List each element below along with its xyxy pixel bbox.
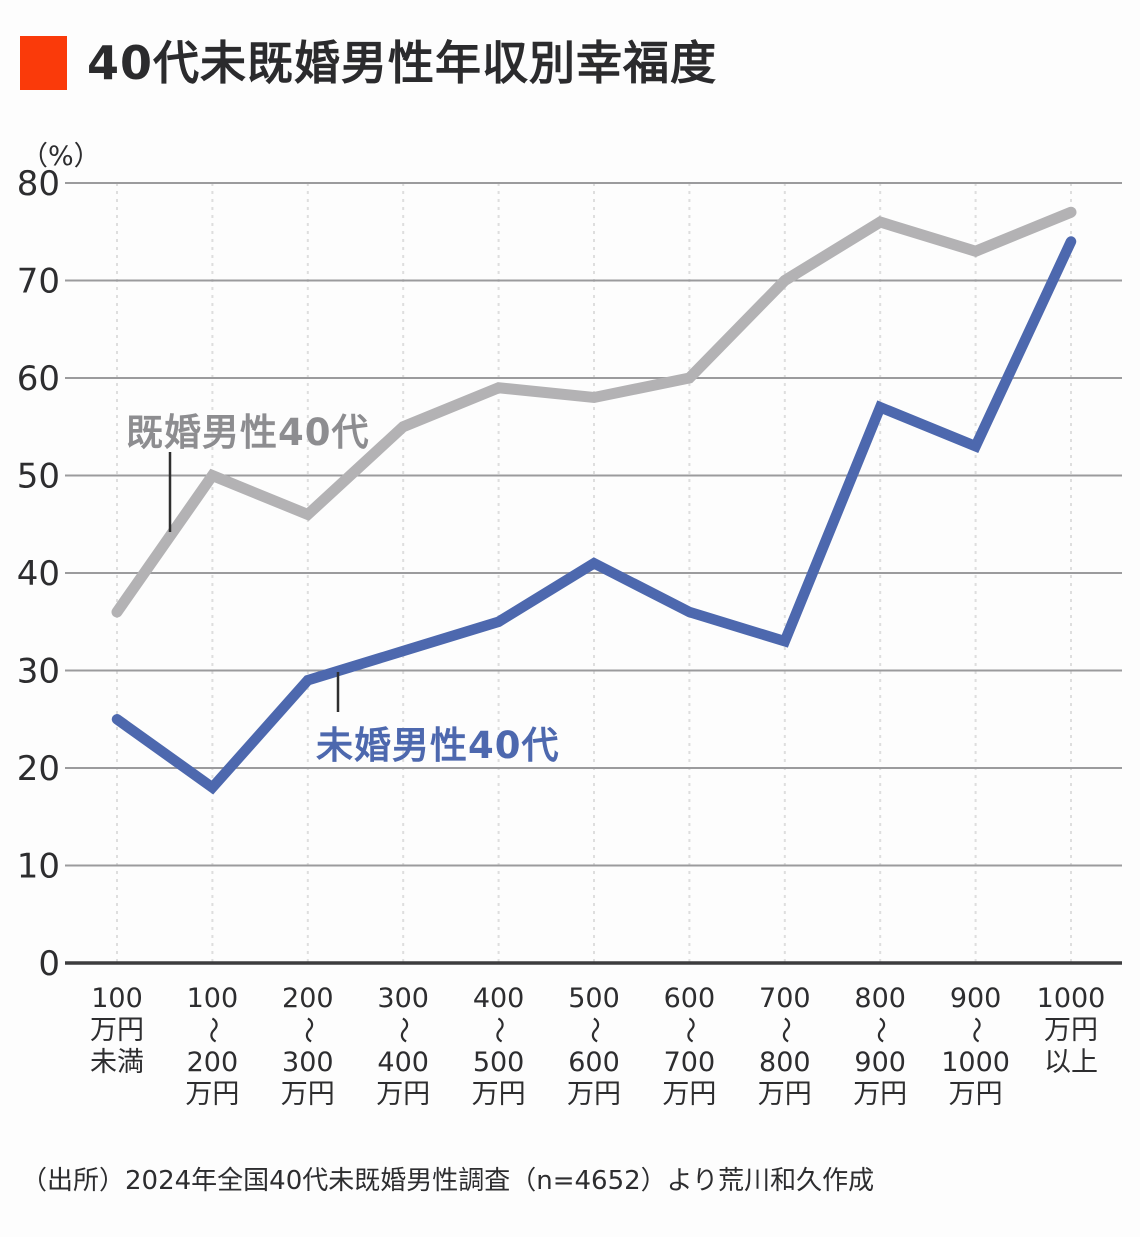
x-axis-tick-label: 万円	[567, 1079, 621, 1110]
x-axis-tick-label: 万円	[1044, 1015, 1098, 1046]
x-axis-tick-label: 万円	[376, 1079, 430, 1110]
x-axis-tick-label: 100	[187, 983, 239, 1014]
x-axis-tick-label: 500	[473, 1047, 525, 1078]
line-married-men-40s	[111, 206, 1077, 618]
x-axis-tick-label: 500	[568, 983, 620, 1014]
x-axis-tick-label: 〜	[864, 1017, 895, 1044]
series-label-married-men-40s: 既婚男性40代	[126, 411, 370, 454]
x-axis-tick-label: 300	[282, 1047, 334, 1078]
x-axis-tick-label: 未満	[90, 1047, 144, 1078]
x-axis-tick-label: 400	[377, 1047, 429, 1078]
y-axis-tick-label: 80	[17, 164, 60, 204]
line-unmarried-men-40s	[111, 236, 1077, 795]
y-axis-tick-label: 50	[17, 457, 60, 497]
series-label-unmarried-men-40s: 未婚男性40代	[316, 724, 560, 767]
y-axis-tick-label: 70	[17, 262, 60, 302]
y-axis-tick-label: 60	[17, 359, 60, 399]
x-axis-tick-label: 900	[854, 1047, 906, 1078]
x-axis-tick-label: 万円	[185, 1079, 239, 1110]
x-axis-tick-label: 700	[664, 1047, 716, 1078]
source-note: （出所）2024年全国40代未既婚男性調査（n=4652）より荒川和久作成	[21, 1166, 875, 1196]
x-axis-tick-label: 400	[473, 983, 525, 1014]
x-axis-tick-label: 600	[664, 983, 716, 1014]
x-axis-tick-label: 300	[377, 983, 429, 1014]
chart-title: 40代未既婚男性年収別幸福度	[87, 35, 718, 90]
x-axis-tick-label: 万円	[472, 1079, 526, 1110]
x-axis-tick-label: 600	[568, 1047, 620, 1078]
x-axis-tick-label: 100	[91, 983, 143, 1014]
title-marker-square	[20, 36, 67, 90]
x-axis-tick-label: 〜	[960, 1017, 991, 1044]
x-axis-tick-label: 以上	[1044, 1047, 1098, 1078]
x-axis-tick-label: 万円	[853, 1079, 907, 1110]
y-axis-unit-label: （%）	[21, 141, 101, 172]
x-axis-tick-label: 800	[854, 983, 906, 1014]
x-axis-tick-label: 万円	[90, 1015, 144, 1046]
y-axis-tick-label: 10	[17, 847, 60, 887]
x-axis-tick-label: 200	[282, 983, 334, 1014]
x-axis-tick-label: 〜	[292, 1017, 323, 1044]
x-axis-tick-label: 700	[759, 983, 811, 1014]
x-axis-tick-label: 1000	[1037, 983, 1106, 1014]
x-axis-tick-label: 万円	[662, 1079, 716, 1110]
x-axis-tick-label: 1000	[941, 1047, 1010, 1078]
x-axis-tick-label: 800	[759, 1047, 811, 1078]
y-axis-tick-label: 20	[17, 749, 60, 789]
x-axis-tick-label: 〜	[387, 1017, 418, 1044]
chart-header: 40代未既婚男性年収別幸福度	[20, 36, 717, 90]
x-axis-tick-label: 〜	[578, 1017, 609, 1044]
y-axis-tick-label: 0	[38, 944, 60, 984]
x-axis-tick-label: 〜	[483, 1017, 514, 1044]
x-axis-tick-label: 900	[950, 983, 1002, 1014]
x-axis-tick-label: 〜	[769, 1017, 800, 1044]
x-axis-tick-label: 万円	[949, 1079, 1003, 1110]
x-axis-tick-label: 〜	[196, 1017, 227, 1044]
x-axis-tick-label: 万円	[281, 1079, 335, 1110]
x-axis-tick-label: 200	[187, 1047, 239, 1078]
y-axis-tick-label: 40	[17, 554, 60, 594]
x-axis-tick-label: 〜	[673, 1017, 704, 1044]
y-axis-tick-label: 30	[17, 652, 60, 692]
x-axis-tick-label: 万円	[758, 1079, 812, 1110]
